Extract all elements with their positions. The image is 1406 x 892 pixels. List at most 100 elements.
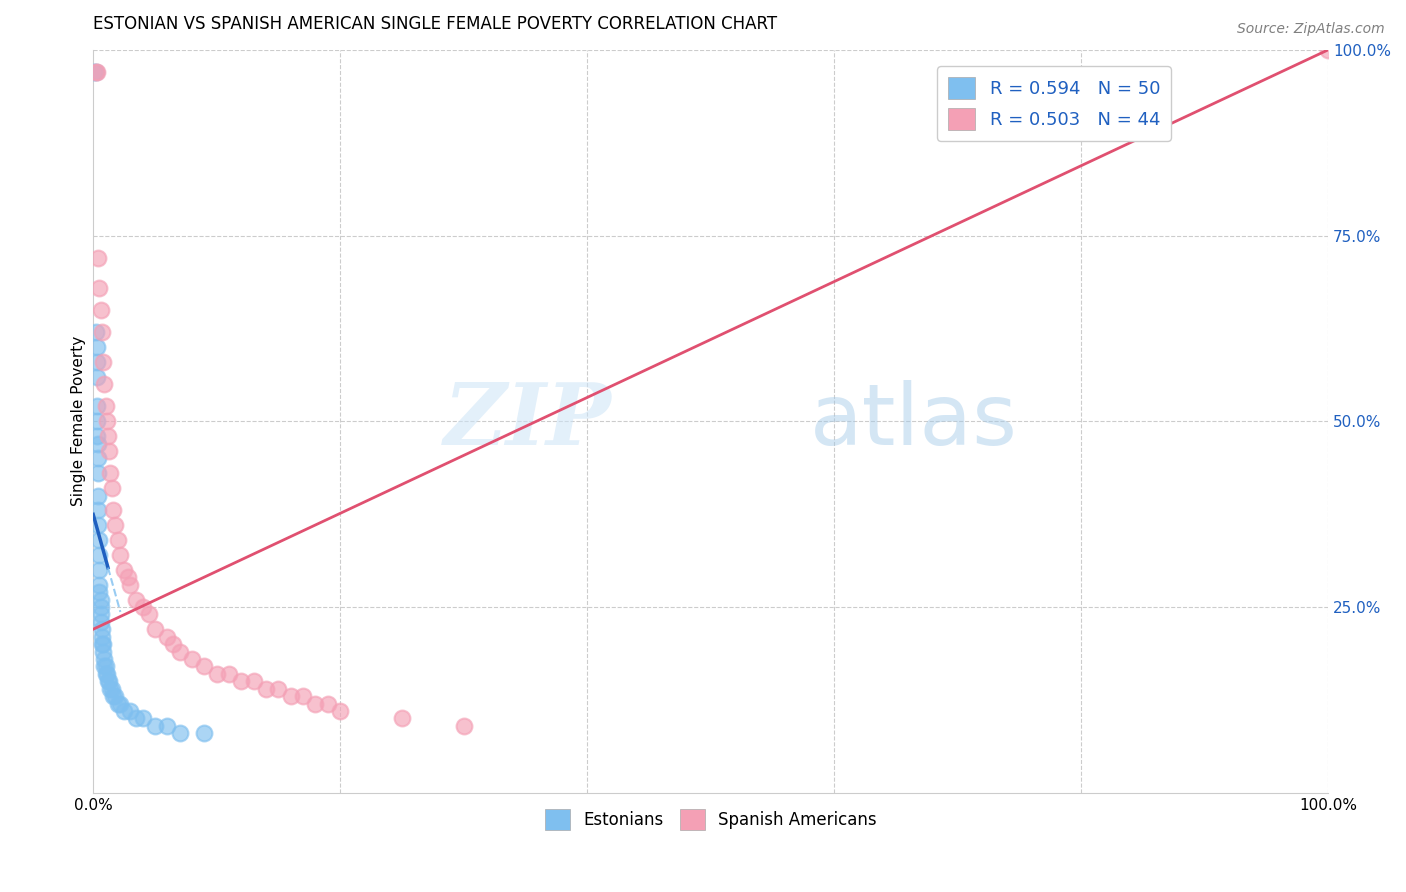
Point xyxy=(86,369,108,384)
Point xyxy=(93,377,115,392)
Point xyxy=(100,481,122,495)
Point xyxy=(218,666,240,681)
Point xyxy=(292,689,315,703)
Point xyxy=(96,666,118,681)
Point xyxy=(101,689,124,703)
Point xyxy=(120,577,142,591)
Point xyxy=(89,548,111,562)
Point xyxy=(107,697,129,711)
Point xyxy=(90,615,112,629)
Point xyxy=(96,414,118,428)
Point xyxy=(112,563,135,577)
Point xyxy=(138,607,160,622)
Point xyxy=(89,563,111,577)
Text: Source: ZipAtlas.com: Source: ZipAtlas.com xyxy=(1237,22,1385,37)
Point xyxy=(97,429,120,443)
Point xyxy=(205,666,228,681)
Point xyxy=(90,592,112,607)
Point xyxy=(86,414,108,428)
Point xyxy=(86,340,108,354)
Point xyxy=(156,719,179,733)
Point xyxy=(89,533,111,547)
Point xyxy=(316,697,339,711)
Point xyxy=(131,711,153,725)
Point xyxy=(100,681,122,696)
Y-axis label: Single Female Poverty: Single Female Poverty xyxy=(72,336,86,507)
Point xyxy=(107,533,129,547)
Point xyxy=(254,681,277,696)
Point xyxy=(89,577,111,591)
Legend: Estonians, Spanish Americans: Estonians, Spanish Americans xyxy=(538,803,883,837)
Point xyxy=(193,726,215,740)
Point xyxy=(90,325,112,339)
Point xyxy=(98,674,121,689)
Point xyxy=(100,681,122,696)
Point xyxy=(91,637,114,651)
Point xyxy=(91,644,114,658)
Point xyxy=(87,451,110,466)
Point xyxy=(242,674,264,689)
Point xyxy=(90,637,112,651)
Point xyxy=(84,65,107,79)
Point xyxy=(110,697,132,711)
Point xyxy=(304,697,326,711)
Point xyxy=(89,585,111,599)
Point xyxy=(120,704,142,718)
Point xyxy=(84,325,107,339)
Point xyxy=(143,622,166,636)
Point xyxy=(94,659,117,673)
Point xyxy=(87,251,110,265)
Text: ZIP: ZIP xyxy=(444,379,612,463)
Point xyxy=(90,622,112,636)
Point xyxy=(125,711,148,725)
Point xyxy=(181,652,204,666)
Point xyxy=(87,518,110,533)
Point xyxy=(143,719,166,733)
Point xyxy=(83,65,105,79)
Point xyxy=(125,592,148,607)
Point xyxy=(131,599,153,614)
Text: ESTONIAN VS SPANISH AMERICAN SINGLE FEMALE POVERTY CORRELATION CHART: ESTONIAN VS SPANISH AMERICAN SINGLE FEMA… xyxy=(93,15,778,33)
Point xyxy=(117,570,139,584)
Point xyxy=(87,489,110,503)
Point xyxy=(86,355,108,369)
Point xyxy=(86,65,108,79)
Point xyxy=(90,630,112,644)
Point xyxy=(280,689,302,703)
Point xyxy=(1317,43,1340,57)
Point xyxy=(90,599,112,614)
Point xyxy=(87,503,110,517)
Point xyxy=(90,302,112,317)
Point xyxy=(169,644,191,658)
Point xyxy=(104,689,127,703)
Point xyxy=(100,467,122,481)
Point xyxy=(93,652,115,666)
Point xyxy=(162,637,184,651)
Point xyxy=(329,704,352,718)
Text: atlas: atlas xyxy=(810,380,1018,463)
Point xyxy=(86,400,108,414)
Point xyxy=(391,711,413,725)
Point xyxy=(104,518,127,533)
Point xyxy=(97,674,120,689)
Point xyxy=(87,467,110,481)
Point xyxy=(98,444,121,458)
Point xyxy=(86,429,108,443)
Point xyxy=(90,607,112,622)
Point xyxy=(94,666,117,681)
Point xyxy=(84,65,107,79)
Point xyxy=(453,719,475,733)
Point xyxy=(87,436,110,450)
Point xyxy=(89,280,111,294)
Point xyxy=(156,630,179,644)
Point xyxy=(267,681,290,696)
Point xyxy=(231,674,253,689)
Point xyxy=(112,704,135,718)
Point xyxy=(169,726,191,740)
Point xyxy=(110,548,132,562)
Point xyxy=(93,659,115,673)
Point xyxy=(193,659,215,673)
Point xyxy=(91,355,114,369)
Point xyxy=(94,400,117,414)
Point xyxy=(101,503,124,517)
